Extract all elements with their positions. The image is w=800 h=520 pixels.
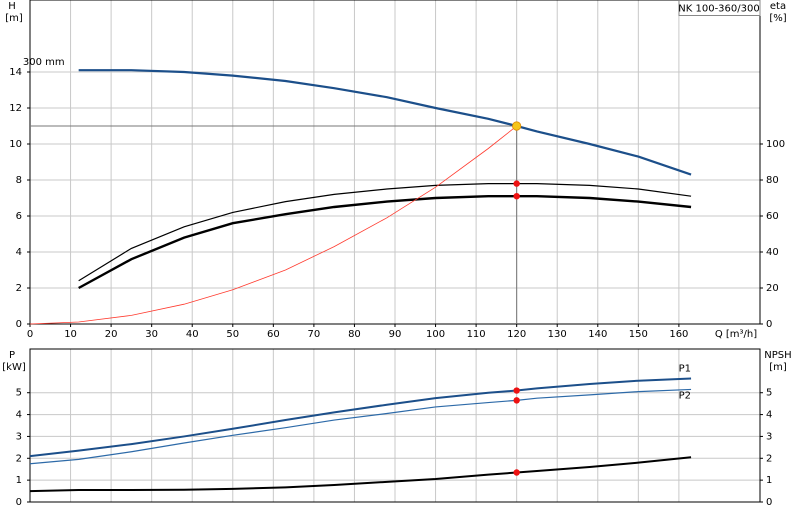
plot-frame (29, 348, 761, 503)
y2-tick-label: 5 (766, 388, 772, 399)
title-box (678, 0, 761, 16)
y2-tick-label: 40 (766, 247, 779, 258)
y-tick-label: 12 (9, 103, 22, 114)
y2-axis-unit: [m] (769, 362, 787, 373)
y-axis-unit: [m] (5, 13, 23, 24)
y2-tick-label: 1 (766, 475, 772, 486)
y2-tick-label: 80 (766, 175, 779, 186)
series-line (78, 195, 692, 290)
x-tick-label: 50 (226, 329, 239, 340)
x-tick-label: 140 (588, 329, 607, 340)
y-tick-label: 2 (16, 453, 22, 464)
y2-axis-title: eta (770, 1, 786, 12)
y-tick-label: 4 (16, 247, 22, 258)
series-line (29, 125, 517, 325)
x-tick-label: 10 (64, 329, 77, 340)
y-axis-title: H (8, 1, 16, 12)
y-axis-title: P (9, 350, 15, 361)
chart-title: NK 100-360/300 (678, 4, 759, 15)
y2-tick-label: 100 (766, 139, 785, 150)
y2-axis-unit: [%] (769, 13, 786, 24)
duty-point (513, 397, 520, 404)
y-tick-label: 2 (16, 283, 22, 294)
y-axis-unit: [kW] (2, 362, 26, 373)
x-tick-label: 20 (105, 329, 118, 340)
y-tick-label: 10 (9, 139, 22, 150)
duty-point (513, 193, 520, 200)
x-tick-label: 160 (669, 329, 688, 340)
plot-frame (29, 0, 761, 325)
x-tick-label: 30 (145, 329, 158, 340)
series-label: P2 (679, 390, 691, 401)
x-tick-label: 110 (467, 329, 486, 340)
series-line (29, 388, 692, 465)
y2-tick-label: 4 (766, 410, 772, 421)
y2-tick-label: 20 (766, 283, 779, 294)
duty-point (513, 180, 520, 187)
y-tick-label: 1 (16, 475, 22, 486)
y2-tick-label: 2 (766, 453, 772, 464)
y-tick-label: 0 (16, 497, 22, 508)
y2-tick-label: 0 (766, 319, 772, 330)
y2-tick-label: 60 (766, 211, 779, 222)
y2-tick-label: 0 (766, 497, 772, 508)
x-tick-label: 130 (548, 329, 567, 340)
series-line (29, 456, 692, 493)
y-tick-label: 6 (16, 211, 22, 222)
series-line (78, 69, 692, 176)
operating-point (512, 121, 522, 131)
series-label: P1 (679, 364, 691, 375)
y2-axis-title: NPSH (764, 350, 791, 361)
x-tick-label: 100 (426, 329, 445, 340)
y-tick-label: 0 (16, 319, 22, 330)
x-axis-title: Q [m³/h] (715, 329, 757, 340)
y-tick-label: 4 (16, 410, 22, 421)
x-tick-label: 40 (186, 329, 199, 340)
x-tick-label: 120 (507, 329, 526, 340)
series-label: 300 mm (23, 57, 65, 68)
x-tick-label: 70 (308, 329, 321, 340)
y-tick-label: 14 (9, 67, 22, 78)
series-line (29, 377, 692, 458)
x-tick-label: 0 (27, 329, 33, 340)
duty-point (513, 387, 520, 394)
x-tick-label: 80 (348, 329, 361, 340)
y-tick-label: 3 (16, 431, 22, 442)
y2-tick-label: 3 (766, 431, 772, 442)
series-line (78, 183, 692, 282)
y-tick-label: 5 (16, 388, 22, 399)
x-tick-label: 150 (629, 329, 648, 340)
x-tick-label: 90 (389, 329, 402, 340)
x-tick-label: 60 (267, 329, 280, 340)
duty-point (513, 469, 520, 476)
y-tick-label: 8 (16, 175, 22, 186)
